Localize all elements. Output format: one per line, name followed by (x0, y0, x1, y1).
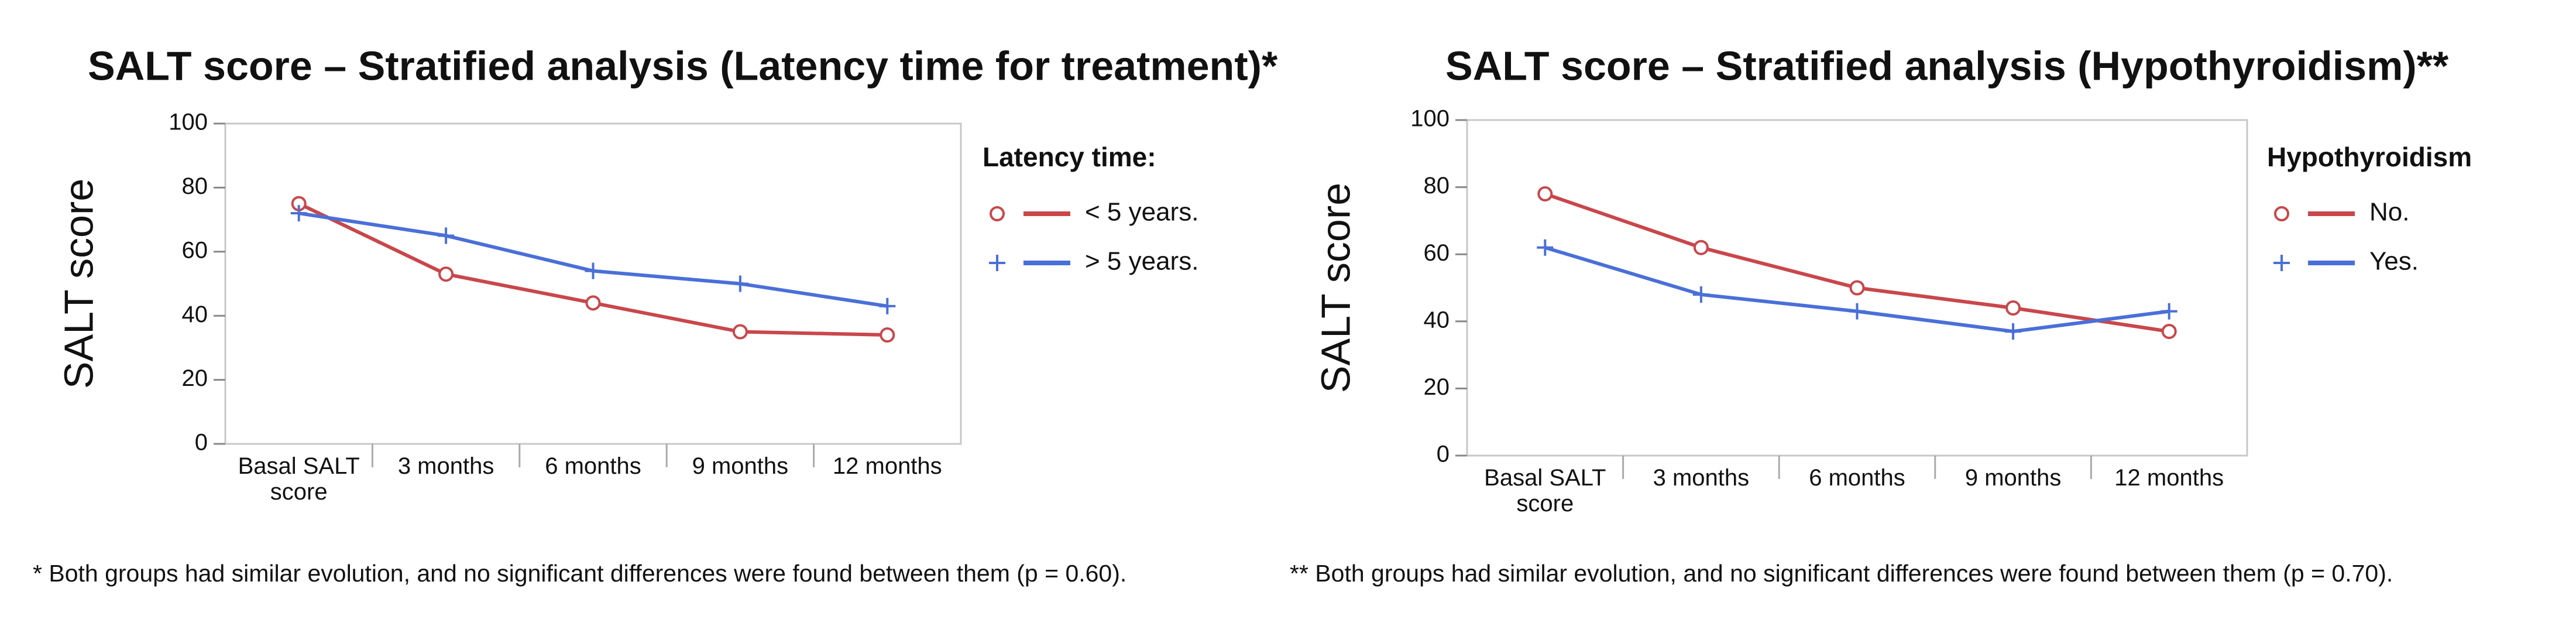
plot-frame (224, 122, 962, 445)
x-tick-label: 12 months (832, 453, 942, 479)
legend-label: < 5 years. (1085, 198, 1198, 227)
marker (732, 324, 748, 340)
chart-title: SALT score – Stratified analysis (Latenc… (88, 43, 1278, 88)
y-tick-label: 20 (182, 365, 208, 391)
y-axis-label: SALT score (1313, 183, 1358, 393)
x-tick-label: 6 months (545, 453, 641, 479)
y-tick-label: 0 (195, 430, 208, 456)
x-tick-label: 12 months (2114, 465, 2224, 491)
marker (2005, 300, 2021, 316)
x-tick-label: 3 months (397, 453, 494, 479)
marker (1849, 280, 1865, 296)
x-tick-label: 9 months (1964, 465, 2062, 491)
x-tick-label-box: 3 months (1653, 465, 1750, 491)
y-tick-label: 60 (182, 237, 208, 263)
marker (880, 327, 895, 343)
y-tick-label: 100 (169, 110, 208, 135)
marker (1693, 240, 1709, 255)
x-tick-label-box: 12 months (2114, 465, 2224, 491)
y-tick-label: 20 (1424, 374, 1450, 400)
marker (879, 297, 896, 314)
marker (2273, 255, 2290, 271)
footnote: * Both groups had similar evolution, and… (33, 560, 1126, 587)
y-tick-label: 40 (182, 302, 208, 327)
x-tick-label-box: 6 months (1809, 465, 1905, 491)
x-tick-label: 6 months (1809, 465, 1905, 491)
legend-label: > 5 years. (1085, 247, 1198, 276)
x-tick-label-box: 9 months (1964, 465, 2062, 491)
y-axis-label: SALT score (56, 179, 101, 389)
marker (2161, 323, 2177, 339)
marker (438, 227, 455, 244)
x-tick-label-box: 12 months (832, 453, 942, 479)
legend-label: Yes. (2369, 247, 2419, 276)
marker (990, 206, 1005, 221)
marker (2274, 206, 2289, 221)
x-tick-label-box: Basal SALT score (1484, 465, 1606, 516)
legend-label: No. (2369, 198, 2409, 227)
y-tick-label: 100 (1410, 106, 1450, 132)
marker (731, 275, 748, 292)
legend-title: Hypothyroidism (2267, 142, 2472, 172)
chart-title: SALT score – Stratified analysis (Hypoth… (1445, 43, 2449, 88)
marker (2005, 323, 2022, 340)
x-tick-label: Basal SALT score (238, 453, 360, 505)
y-tick-label: 60 (1424, 240, 1450, 266)
x-tick-label: 3 months (1653, 465, 1750, 491)
y-tick-label: 40 (1424, 307, 1450, 333)
footnote: ** Both groups had similar evolution, an… (1290, 560, 2393, 587)
series-line (298, 211, 888, 308)
marker (585, 295, 601, 311)
marker (1537, 186, 1553, 202)
marker (1849, 303, 1866, 320)
x-tick-label-box: 3 months (397, 453, 494, 479)
plot-frame (1466, 119, 2248, 457)
legend-title: Latency time: (983, 142, 1156, 172)
x-tick-label: 9 months (692, 453, 789, 479)
x-tick-label-box: 6 months (545, 453, 641, 479)
marker (989, 255, 1005, 271)
marker (2161, 303, 2177, 320)
marker (438, 266, 454, 282)
marker (1537, 239, 1554, 256)
x-tick-label-box: 9 months (692, 453, 789, 479)
x-tick-label-box: Basal SALT score (238, 453, 360, 505)
x-tick-label: Basal SALT score (1484, 465, 1606, 516)
y-tick-label: 80 (182, 173, 208, 199)
marker (290, 205, 307, 222)
marker (1692, 286, 1709, 303)
y-tick-label: 0 (1437, 442, 1450, 467)
marker (585, 262, 602, 279)
y-tick-label: 80 (1424, 173, 1450, 199)
